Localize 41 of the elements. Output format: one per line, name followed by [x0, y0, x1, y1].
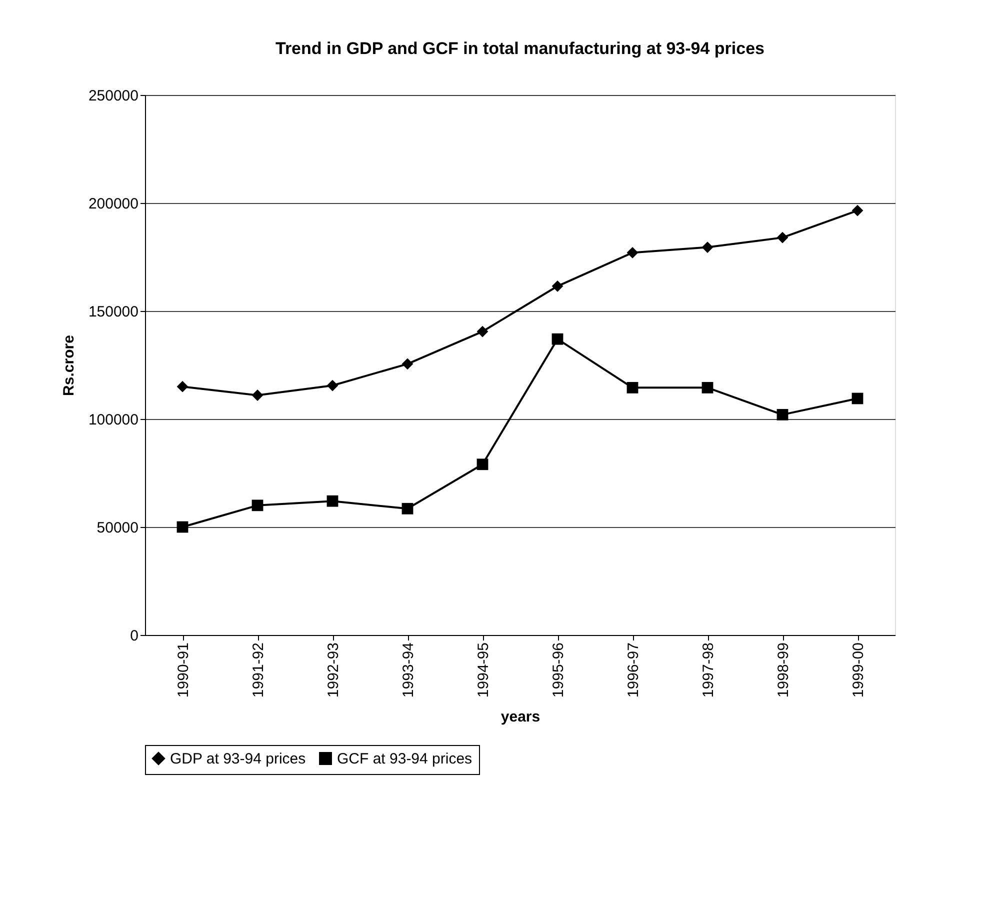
point: [402, 502, 414, 514]
x-tick-label: 1996-97: [625, 642, 642, 698]
point: [252, 390, 264, 401]
point: [326, 380, 338, 392]
point: [626, 246, 638, 258]
x-tick-label: 1998-99: [775, 642, 792, 698]
y-axis-title: Rs.crore: [60, 335, 78, 396]
point: [852, 204, 864, 216]
x-axis-title: years: [500, 708, 540, 726]
chart-title: Trend in GDP and GCF in total manufacturing at 93-94 prices: [276, 39, 764, 58]
point: [852, 392, 864, 404]
x-tick-label: 1999-00: [850, 642, 867, 698]
point: [552, 280, 564, 292]
point: [702, 242, 714, 253]
y-tick-label: 0: [130, 628, 138, 644]
y-tick-label: 200000: [88, 196, 138, 212]
point: [626, 382, 638, 394]
point: [476, 458, 488, 470]
point: [552, 333, 564, 345]
x-tick-label: 1995-96: [550, 642, 567, 698]
x-tick-label: 1990-91: [175, 642, 192, 698]
y-tick-label: 150000: [88, 304, 138, 320]
point: [176, 521, 188, 533]
point: [402, 358, 414, 370]
point: [702, 382, 714, 394]
x-tick-label: 1991-92: [250, 642, 267, 698]
x-tick-label: 1993-94: [400, 642, 417, 698]
y-tick-label: 100000: [88, 412, 138, 428]
y-tick-label: 50000: [96, 520, 138, 536]
y-tick-label: 250000: [88, 88, 138, 104]
point: [776, 408, 788, 420]
point: [776, 232, 788, 244]
x-tick-label: 1992-93: [325, 642, 342, 698]
point: [252, 500, 264, 512]
point: [476, 326, 488, 338]
point: [326, 495, 338, 507]
x-tick-label: 1994-95: [475, 642, 492, 698]
x-tick-label: 1997-98: [700, 642, 717, 698]
legend-label: GCF at 93-94 prices: [337, 750, 472, 768]
legend-label: GDP at 93-94 prices: [170, 750, 306, 768]
point: [176, 380, 188, 392]
